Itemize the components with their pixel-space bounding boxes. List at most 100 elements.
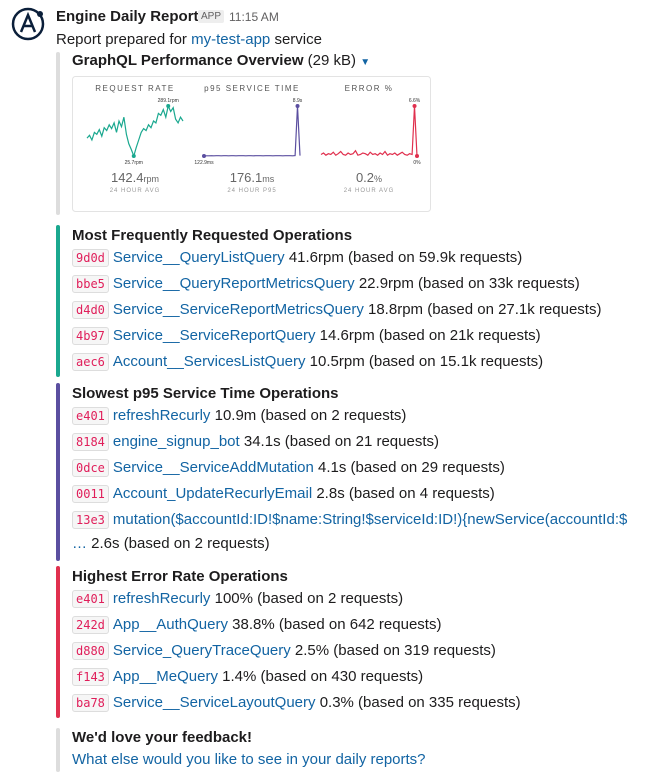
app-link[interactable]: my-test-app xyxy=(191,31,271,48)
operation-name[interactable]: Service__QueryListQuery xyxy=(112,249,285,266)
operation-name[interactable]: engine_signup_bot xyxy=(112,433,240,450)
operation-id: d4d0 xyxy=(72,301,109,319)
operation-name[interactable]: Account__ServicesListQuery xyxy=(112,353,306,370)
section-title: Slowest p95 Service Time Operations xyxy=(72,385,339,402)
operation-stat: 0.3% (based on 335 requests) xyxy=(319,694,521,711)
panel-title: ERROR % xyxy=(345,84,394,93)
operation-name[interactable]: refreshRecurly xyxy=(112,407,211,424)
operation-row: f143 App__MeQuery 1.4% (based on 430 requ… xyxy=(72,668,423,686)
operation-stat: 100% (based on 2 requests) xyxy=(214,590,404,607)
max-label: 8.9s xyxy=(293,98,303,104)
feedback-title: We'd love your feedback! xyxy=(72,729,253,746)
operation-id: 0011 xyxy=(72,485,109,503)
value: 0.2 xyxy=(356,170,374,185)
unit: rpm xyxy=(144,174,160,184)
operation-stat: 10.9m (based on 2 requests) xyxy=(214,407,407,424)
caret[interactable]: ▼ xyxy=(360,57,371,68)
operation-id: 4b97 xyxy=(72,327,109,345)
section-bar xyxy=(56,566,60,718)
operation-id: 9d0d xyxy=(72,249,109,267)
intro-suffix: service xyxy=(274,31,322,48)
operation-name[interactable]: Account_UpdateRecurlyEmail xyxy=(112,485,313,502)
attachment-title[interactable]: GraphQL Performance Overview xyxy=(72,52,304,69)
operation-row: 0011 Account_UpdateRecurlyEmail 2.8s (bas… xyxy=(72,485,495,503)
min-label: 122.9ms xyxy=(194,160,214,166)
timestamp: 11:15 AM xyxy=(229,10,279,24)
operation-row: 13e3 mutation($accountId:ID!$name:String!… xyxy=(72,511,628,529)
operation-stat: 10.5rpm (based on 15.1k requests) xyxy=(309,353,544,370)
operation-id: 242d xyxy=(72,616,109,634)
attachment-size: (29 kB) xyxy=(307,52,357,69)
image-frame xyxy=(72,76,431,212)
operation-stat: 41.6rpm (based on 59.9k requests) xyxy=(288,249,523,266)
operation-name[interactable]: App__MeQuery xyxy=(112,668,218,685)
operation-stat: 22.9rpm (based on 33k requests) xyxy=(358,275,580,292)
app-badge: APP xyxy=(198,10,225,23)
min-dot xyxy=(131,154,136,158)
panel-title: REQUEST RATE xyxy=(95,84,175,93)
operation-id: ba78 xyxy=(72,694,109,712)
operation-row: bbe5 Service__QueryReportMetricsQuery 22.… xyxy=(72,275,580,293)
operation-row: d880 Service_QueryTraceQuery 2.5% (based … xyxy=(72,642,496,660)
operation-row: e401 refreshRecurly 10.9m (based on 2 req… xyxy=(72,407,407,425)
ellipsis[interactable]: … xyxy=(72,535,87,552)
operation-name[interactable]: Service__ServiceAddMutation xyxy=(112,459,314,476)
min-dot xyxy=(415,154,419,158)
operation-row: 8184 engine_signup_bot 34.1s (based on 21… xyxy=(72,433,439,451)
operation-row: ba78 Service__ServiceLayoutQuery 0.3% (ba… xyxy=(72,694,521,712)
operation-stat: 2.8s (based on 4 requests) xyxy=(316,485,495,502)
feedback-bar xyxy=(56,728,60,772)
operation-stat: 38.8% (based on 642 requests) xyxy=(232,616,442,633)
operation-row: 242d App__AuthQuery 38.8% (based on 642 r… xyxy=(72,616,442,634)
operation-id: aec6 xyxy=(72,353,109,371)
operation-row: aec6 Account__ServicesListQuery 10.5rpm (… xyxy=(72,353,544,371)
intro-prefix: Report prepared for xyxy=(56,31,187,48)
section-title: Most Frequently Requested Operations xyxy=(72,227,353,244)
operation-name[interactable]: Service__ServiceReportQuery xyxy=(112,327,316,344)
operation-name[interactable]: Service__ServiceReportMetricsQuery xyxy=(112,301,364,318)
max-dot xyxy=(295,104,300,108)
operation-row-cont: … 2.6s (based on 2 requests) xyxy=(72,535,270,552)
panel-title: p95 SERVICE TIME xyxy=(204,84,300,93)
panel-value: 142.4rpm xyxy=(111,170,159,185)
section-title: Highest Error Rate Operations xyxy=(72,568,288,585)
operation-id: 0dce xyxy=(72,459,109,477)
operation-row: e401 refreshRecurly 100% (based on 2 requ… xyxy=(72,590,404,608)
operation-stat: 2.6s (based on 2 requests) xyxy=(91,535,270,552)
feedback-link[interactable]: What else would you like to see in your … xyxy=(72,751,426,768)
min-label: 0% xyxy=(413,160,421,166)
operation-stat: 14.6rpm (based on 21k requests) xyxy=(319,327,541,344)
panel-caption: 24 HOUR AVG xyxy=(344,188,395,194)
section-bar xyxy=(56,383,60,561)
panel-caption: 24 HOUR P95 xyxy=(227,188,276,194)
operation-row: 0dce Service__ServiceAddMutation 4.1s (ba… xyxy=(72,459,505,477)
sender[interactable]: Engine Daily Report! xyxy=(56,8,204,25)
max-dot xyxy=(166,104,171,108)
operation-stat: 4.1s (based on 29 requests) xyxy=(318,459,505,476)
operation-id: e401 xyxy=(72,407,109,425)
operation-row: 9d0d Service__QueryListQuery 41.6rpm (bas… xyxy=(72,249,523,267)
operation-id: 8184 xyxy=(72,433,109,451)
operation-stat: 2.5% (based on 319 requests) xyxy=(294,642,496,659)
operation-name[interactable]: Service__ServiceLayoutQuery xyxy=(112,694,316,711)
unit: % xyxy=(374,174,382,184)
section-bar xyxy=(56,225,60,377)
max-label: 6.6% xyxy=(409,98,421,104)
operation-name[interactable]: App__AuthQuery xyxy=(112,616,228,633)
avatar xyxy=(11,7,45,41)
attachment-header: GraphQL Performance Overview (29 kB) ▼ xyxy=(72,52,370,69)
operation-id: bbe5 xyxy=(72,275,109,293)
operation-id: 13e3 xyxy=(72,511,109,529)
sparkline xyxy=(86,104,184,158)
operation-name[interactable]: Service__QueryReportMetricsQuery xyxy=(112,275,355,292)
operation-stat: 18.8rpm (based on 27.1k requests) xyxy=(368,301,602,318)
operation-name[interactable]: mutation($accountId:ID!$name:String!$ser… xyxy=(112,511,628,528)
value: 142.4 xyxy=(111,170,144,185)
operation-row: d4d0 Service__ServiceReportMetricsQuery 1… xyxy=(72,301,602,319)
operation-name[interactable]: Service_QueryTraceQuery xyxy=(112,642,291,659)
operation-name[interactable]: refreshRecurly xyxy=(112,590,211,607)
panel-caption: 24 HOUR AVG xyxy=(110,188,161,194)
sparkline xyxy=(320,105,418,157)
min-dot xyxy=(202,154,206,158)
